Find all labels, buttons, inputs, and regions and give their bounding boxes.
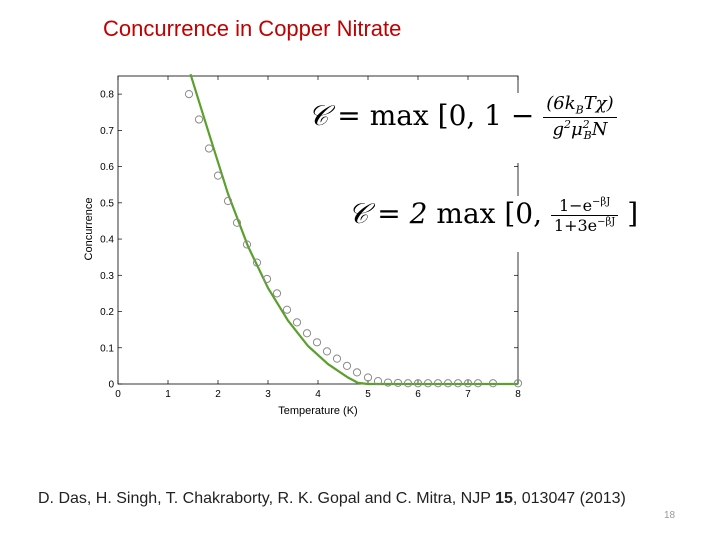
- data-point: [232, 218, 242, 227]
- data-point: [262, 274, 272, 284]
- data-point: [433, 379, 443, 388]
- x-tick-label: 5: [365, 389, 371, 400]
- formula-concurrence-exchange: 𝒞 = 2 max [0, 1−e−βJ 1+3e−βJ ]: [348, 196, 639, 252]
- y-tick-label: 0.2: [100, 307, 114, 318]
- data-point: [383, 378, 393, 387]
- x-tick-label: 1: [165, 389, 171, 400]
- reference-authors: D. Das, H. Singh, T. Chakraborty, R. K. …: [38, 490, 496, 507]
- formula2-fraction: 1−e−βJ 1+3e−βJ: [550, 196, 619, 235]
- data-point: [204, 144, 214, 153]
- formula1-max: max: [369, 99, 429, 133]
- formula1-denominator: g2μ2BN: [552, 117, 608, 143]
- data-point: [463, 379, 473, 388]
- data-point: [443, 379, 453, 388]
- y-tick-label: 0.5: [100, 198, 114, 209]
- y-tick-label: 0.7: [100, 126, 114, 137]
- data-point: [373, 377, 383, 386]
- x-tick-label: 3: [265, 389, 271, 400]
- data-point: [223, 196, 233, 206]
- x-tick-label: 4: [315, 389, 321, 400]
- data-point: [242, 240, 252, 249]
- reference-citation: D. Das, H. Singh, T. Chakraborty, R. K. …: [38, 490, 626, 508]
- y-tick-label: 0.6: [100, 162, 114, 173]
- reference-volume: 15: [495, 490, 513, 507]
- formula-concurrence-susceptibility: 𝒞 = max [0, 1 − (6kBTχ) g2μ2BN: [308, 93, 617, 163]
- y-tick-label: 0.1: [100, 343, 114, 354]
- y-tick-label: 0.3: [100, 271, 114, 282]
- formula2-numerator: 1−e−βJ: [550, 196, 619, 216]
- x-tick-label: 6: [415, 389, 421, 400]
- formula2-bracket-open: [0,: [504, 197, 542, 230]
- data-point: [302, 329, 312, 338]
- data-point: [393, 378, 403, 388]
- data-point: [413, 379, 423, 388]
- reference-rest: , 013047 (2013): [512, 490, 626, 507]
- data-point: [194, 115, 204, 124]
- x-tick-label: 0: [115, 389, 121, 400]
- x-tick-label: 8: [515, 389, 521, 400]
- data-point: [312, 338, 322, 347]
- data-point: [488, 379, 498, 388]
- y-tick-label: 0.8: [100, 90, 114, 101]
- y-tick-label: 0.4: [100, 235, 114, 246]
- y-axis-label: Concurrence: [83, 198, 95, 261]
- data-point: [282, 305, 292, 314]
- formula1-lhs: 𝒞 =: [308, 99, 361, 133]
- data-point: [423, 379, 433, 388]
- data-point: [184, 90, 194, 99]
- data-point: [332, 354, 342, 363]
- data-point: [213, 171, 223, 180]
- data-point: [473, 379, 483, 388]
- plot-marks: [184, 73, 523, 388]
- x-axis-label: Temperature (K): [278, 405, 357, 417]
- formula1-bracket: [0, 1 −: [437, 99, 535, 133]
- data-point: [453, 379, 463, 388]
- formula1-fraction: (6kBTχ) g2μ2BN: [543, 93, 617, 143]
- x-tick-label: 2: [215, 389, 221, 400]
- data-point: [252, 258, 262, 267]
- data-point: [403, 379, 413, 388]
- page-number: 18: [664, 510, 676, 521]
- data-point: [352, 368, 362, 377]
- y-tick-label: 0: [108, 380, 114, 391]
- slide-title: Concurrence in Copper Nitrate: [103, 16, 402, 41]
- formula2-max: max: [436, 197, 496, 230]
- data-point: [272, 289, 282, 298]
- data-point: [513, 379, 523, 388]
- data-point: [292, 318, 302, 327]
- data-point: [322, 347, 332, 356]
- x-tick-label: 7: [465, 389, 471, 400]
- formula1-numerator: (6kBTχ): [543, 93, 617, 118]
- formula2-bracket-close: ]: [627, 197, 639, 230]
- formula2-lhs: 𝒞 = 2: [348, 197, 428, 230]
- data-point: [363, 373, 373, 382]
- data-point: [342, 361, 352, 370]
- formula2-denominator: 1+3e−βJ: [553, 216, 616, 235]
